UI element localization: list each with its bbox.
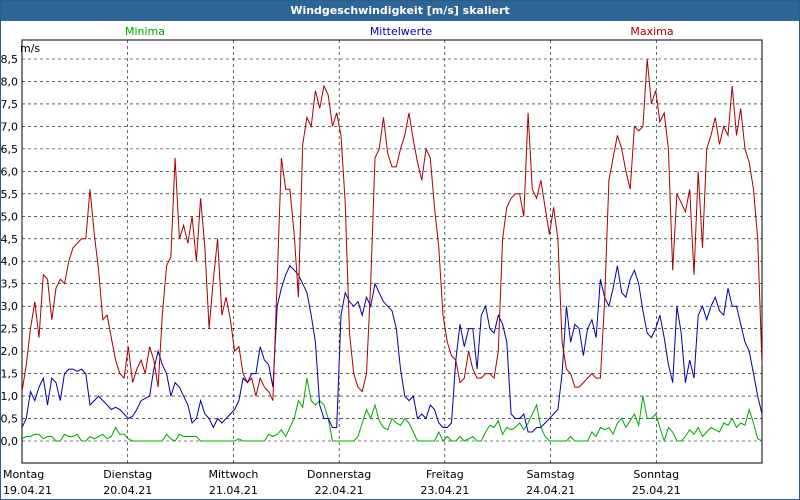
x-tick-date: 22.04.21 — [315, 484, 364, 497]
y-tick-label: 3,5 — [1, 278, 19, 291]
series-line-minima — [21, 378, 763, 443]
y-tick-labels: 0,0 0,5 1,0 1,5 2,0 2,5 3,0 3,5 4,0 4,5 5,0 5,5 6,0 6… — [1, 53, 19, 448]
y-tick-label: 0,0 — [1, 435, 19, 448]
x-tick-day: Samstag — [526, 468, 574, 481]
y-tick-label: 6,5 — [1, 143, 19, 156]
x-tick-date: 25.04.21 — [632, 484, 681, 497]
series-lines — [21, 58, 763, 443]
y-tick-label: 4,0 — [1, 255, 19, 268]
series-line-maxima — [21, 58, 763, 401]
y-tick-label: 7,5 — [1, 98, 19, 111]
legend-mittelwerte: Mittelwerte — [370, 25, 433, 38]
legend-maxima: Maxima — [630, 25, 673, 38]
y-tick-label: 6,0 — [1, 165, 19, 178]
x-tick-day: Mittwoch — [208, 468, 258, 481]
y-tick-label: 2,0 — [1, 345, 19, 358]
y-unit-label: m/s — [20, 42, 40, 55]
x-tick-date: 20.04.21 — [103, 484, 152, 497]
series-line-mittelwerte — [21, 264, 763, 433]
x-tick-day: Freitag — [426, 468, 464, 481]
x-tick-day: Donnerstag — [307, 468, 371, 481]
grid-lines — [22, 40, 762, 463]
y-tick-label: 7,0 — [1, 120, 19, 133]
y-tick-label: 8,0 — [1, 75, 19, 88]
x-tick-day: Sonntag — [633, 468, 679, 481]
plot-area — [21, 39, 763, 464]
y-tick-label: 3,0 — [1, 300, 19, 313]
y-tick-label: 8,5 — [1, 53, 19, 66]
x-tick-date: 23.04.21 — [420, 484, 469, 497]
x-tick-day: Dienstag — [103, 468, 152, 481]
x-tick-date: 19.04.21 — [3, 484, 52, 497]
x-tick-date: 24.04.21 — [526, 484, 575, 497]
y-tick-label: 4,5 — [1, 233, 19, 246]
y-tick-label: 1,5 — [1, 368, 19, 381]
y-tick-label: 2,5 — [1, 323, 19, 336]
x-tick-date: 21.04.21 — [209, 484, 258, 497]
y-tick-label: 0,5 — [1, 413, 19, 426]
window-title: Windgeschwindigkeit [m/s] skaliert — [1, 1, 799, 21]
y-tick-label: 5,0 — [1, 210, 19, 223]
x-tick-day: Montag — [3, 468, 44, 481]
y-tick-label: 1,0 — [1, 390, 19, 403]
x-tick-labels: Montag 19.04.21 Dienstag 20.04.21 Mittwoch 21… — [3, 468, 681, 497]
y-tick-label: 5,5 — [1, 188, 19, 201]
legend-minima: Minima — [125, 25, 165, 38]
